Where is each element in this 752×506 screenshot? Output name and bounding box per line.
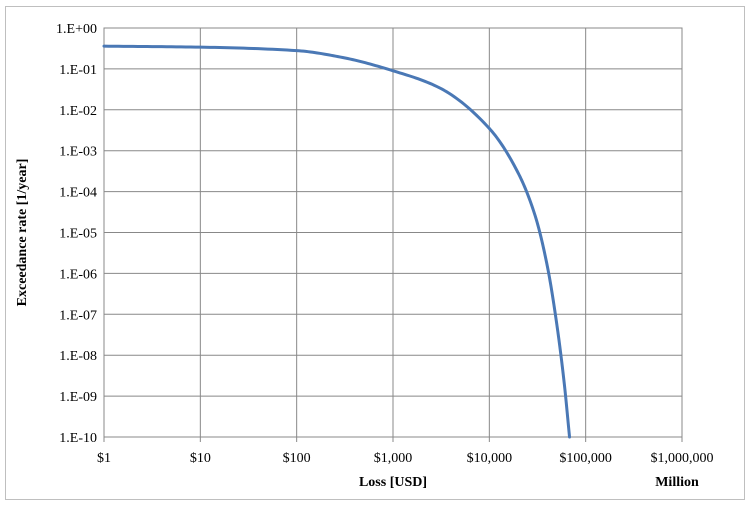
y-tick-label: 1.E-05: [59, 227, 97, 242]
y-tick-label: 1.E-02: [59, 104, 97, 119]
series-group: [102, 44, 572, 439]
y-tick-label: 1.E-04: [59, 186, 97, 201]
x-tick-label: $1,000,000: [651, 451, 714, 466]
y-tick-label: 1.E-08: [59, 349, 97, 364]
x-tick-label: $10: [190, 451, 211, 466]
x-axis-unit-note: Million: [655, 475, 699, 490]
x-tick-label: $100: [283, 451, 311, 466]
chart-frame: [5, 6, 745, 500]
y-tick-label: 1.E-10: [59, 431, 97, 446]
y-tick-labels: 1.E+00 1.E-01 1.E-02 1.E-03 1.E-04 1.E-05 1.E-…: [56, 22, 97, 446]
gridlines: [103, 27, 683, 442]
y-axis-title: Exceedance rate [1/year]: [15, 159, 30, 307]
y-tick-label: 1.E-07: [59, 308, 97, 323]
x-tick-labels: $1 $10 $100 $1,000 $10,000 $100,000 $1,000,000: [97, 451, 714, 466]
x-axis-title: Loss [USD]: [359, 475, 427, 490]
x-tick-label: $1,000: [374, 451, 413, 466]
y-tick-label: 1.E-01: [59, 63, 97, 78]
y-tick-label: 1.E-09: [59, 390, 97, 405]
x-tick-label: $10,000: [467, 451, 513, 466]
y-tick-label: 1.E-06: [59, 267, 97, 282]
x-tick-label: $100,000: [559, 451, 612, 466]
y-tick-label: 1.E-03: [59, 145, 97, 160]
plot-area: [103, 27, 683, 438]
exceedance-curve-line: [102, 44, 572, 439]
x-tick-label: $1: [97, 451, 111, 466]
y-tick-label: 1.E+00: [56, 22, 97, 37]
